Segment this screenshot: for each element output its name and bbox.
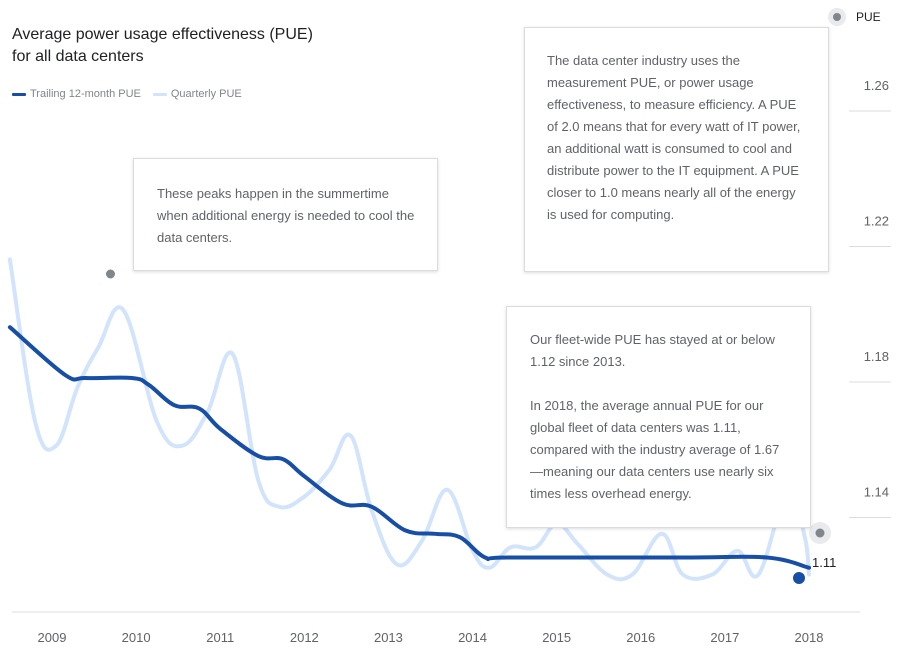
legend-swatch-trailing xyxy=(12,92,26,96)
chart-title-line-2: for all data centers xyxy=(12,48,144,65)
x-tick-label-2013: 2013 xyxy=(374,630,403,645)
legend-swatch-quarterly xyxy=(152,92,167,96)
annotation-fleet: Our fleet-wide PUE has stayed at or belo… xyxy=(506,306,811,528)
final-value-label: 1.11 xyxy=(812,555,836,570)
y-tick-label-1.18: 1.18 xyxy=(864,349,889,364)
annotation-fleet-text-1: Our fleet-wide PUE has stayed at or belo… xyxy=(530,332,775,369)
x-tick-label-2010: 2010 xyxy=(122,630,151,645)
series-line-trailing xyxy=(7,325,811,570)
series-line-quarterly xyxy=(7,257,811,582)
annotation-peaks-text: These peaks happen in the summertime whe… xyxy=(157,186,415,245)
pue-key: PUE xyxy=(828,8,881,26)
pue-dot-icon xyxy=(828,8,846,26)
legend-item-quarterly[interactable]: Quarterly PUE xyxy=(152,88,242,100)
x-tick-label-2017: 2017 xyxy=(710,630,739,645)
legend-label-quarterly: Quarterly PUE xyxy=(170,88,242,100)
annotation-peaks: These peaks happen in the summertime whe… xyxy=(133,158,438,271)
annotation-definition-text: The data center industry uses the measur… xyxy=(547,53,801,222)
chart-title-line-1: Average power usage effectiveness (PUE) xyxy=(12,26,313,43)
x-tick-label-2016: 2016 xyxy=(626,630,655,645)
legend-item-trailing[interactable]: Trailing 12-month PUE xyxy=(12,88,141,100)
y-tick-label-1.22: 1.22 xyxy=(864,214,889,229)
end-halo-dot xyxy=(815,528,825,538)
pue-key-label: PUE xyxy=(856,10,881,24)
legend-label-trailing: Trailing 12-month PUE xyxy=(30,88,141,100)
legend: Trailing 12-month PUE Quarterly PUE xyxy=(12,88,254,100)
y-tick-label-1.26: 1.26 xyxy=(864,78,889,93)
peak-marker-dot xyxy=(105,269,115,279)
x-tick-label-2018: 2018 xyxy=(795,630,824,645)
final-point-marker xyxy=(793,572,805,584)
y-tick-label-1.14: 1.14 xyxy=(864,485,889,500)
annotation-fleet-text-2: In 2018, the average annual PUE for our … xyxy=(530,398,780,501)
x-tick-label-2015: 2015 xyxy=(542,630,571,645)
x-tick-label-2012: 2012 xyxy=(290,630,319,645)
annotation-definition: The data center industry uses the measur… xyxy=(524,27,829,272)
x-tick-label-2014: 2014 xyxy=(458,630,487,645)
x-tick-label-2009: 2009 xyxy=(38,630,67,645)
chart-title: Average power usage effectiveness (PUE) … xyxy=(12,24,313,68)
x-tick-label-2011: 2011 xyxy=(206,630,234,645)
